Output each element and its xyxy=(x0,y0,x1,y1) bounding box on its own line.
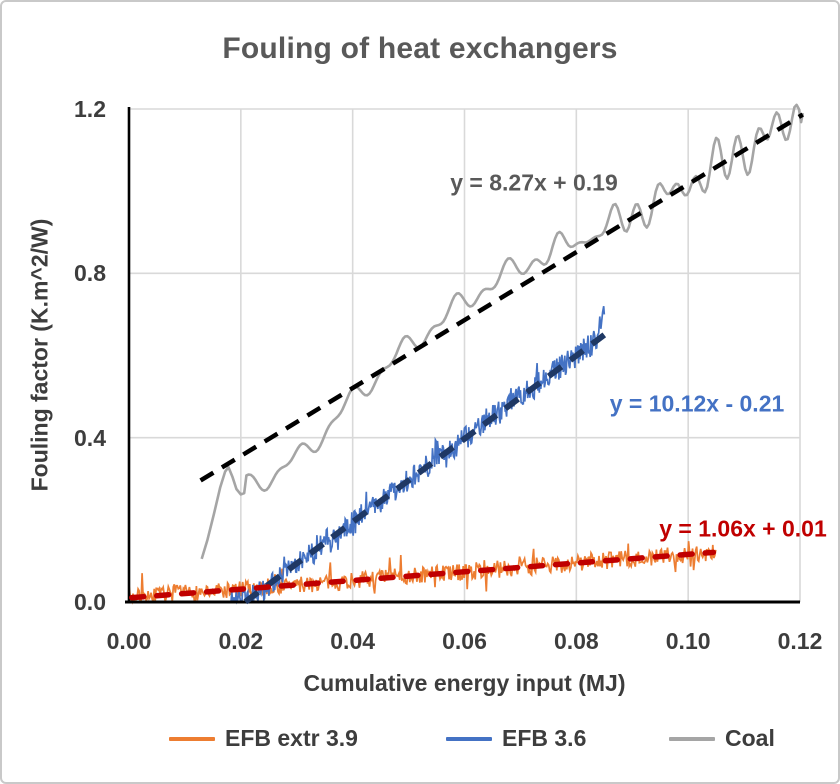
x-tick-label: 0.06 xyxy=(442,628,487,654)
x-axis-title: Cumulative energy input (MJ) xyxy=(303,670,626,696)
y-tick-label: 1.2 xyxy=(74,96,106,122)
x-tick-label: 0.10 xyxy=(665,628,711,654)
x-tick-label: 0.08 xyxy=(553,628,599,654)
legend-line-swatch-coal xyxy=(669,736,715,741)
trendline-equation-coal: y = 8.27x + 0.19 xyxy=(450,169,618,196)
legend-line-swatch-efb-3-6 xyxy=(446,736,492,741)
y-tick-label: 0.4 xyxy=(74,424,106,451)
trendline-equation-efb-extr-3-9: y = 1.06x + 0.01 xyxy=(659,515,827,542)
legend-item-coal: Coal xyxy=(669,725,775,752)
x-tick-label: 0.02 xyxy=(218,628,264,654)
legend-label: EFB extr 3.9 xyxy=(225,725,358,751)
x-tick-label: 0.04 xyxy=(330,628,376,654)
chart-title: Fouling of heat exchangers xyxy=(222,32,618,65)
legend-line-swatch-efb-extr-3-9 xyxy=(169,736,215,741)
legend-label: Coal xyxy=(725,725,775,751)
trendline-efb-3-6 xyxy=(243,332,607,605)
y-tick-label: 0.8 xyxy=(74,260,106,287)
x-tick-label: 0.00 xyxy=(106,628,152,654)
trendline-coal xyxy=(199,112,804,483)
legend-item-efb-extr-3-9: EFB extr 3.9 xyxy=(169,725,358,752)
y-tick-label: 0.0 xyxy=(74,589,106,615)
legend-item-efb-3-6: EFB 3.6 xyxy=(446,725,586,752)
trendline-efb-extr-3-9 xyxy=(129,549,717,601)
y-axis-title: Fouling factor (K.m^2/W) xyxy=(26,218,53,492)
trendline-equation-efb-3-6: y = 10.12x - 0.21 xyxy=(609,390,785,417)
series-line-coal xyxy=(200,103,805,560)
legend-label: EFB 3.6 xyxy=(502,725,587,751)
x-tick-label: 0.12 xyxy=(777,628,823,654)
